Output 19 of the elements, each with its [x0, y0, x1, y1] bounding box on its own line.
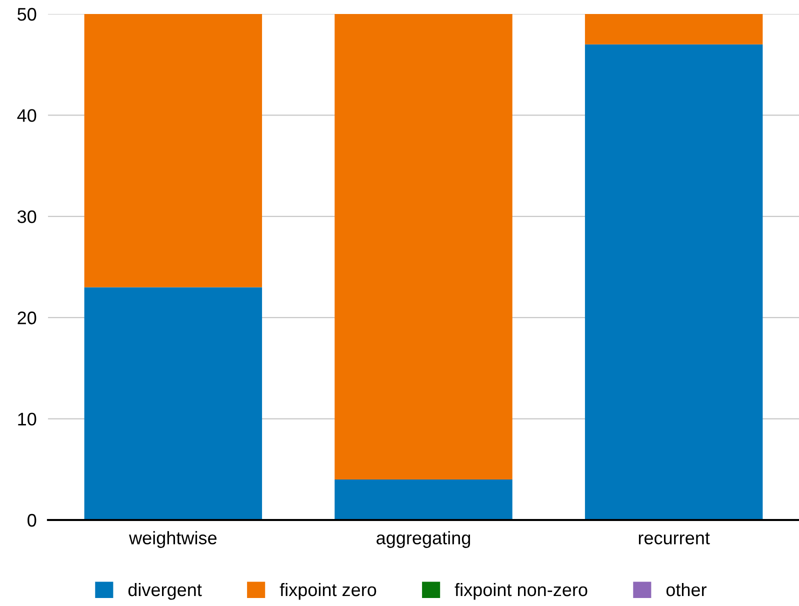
legend-label: fixpoint non-zero [454, 582, 588, 600]
y-tick-label: 0 [28, 514, 36, 527]
bar [584, 14, 763, 44]
legend-label: fixpoint zero [280, 582, 376, 600]
x-tick-label: recurrent [638, 532, 710, 544]
x-tick-label: weightwise [128, 531, 217, 548]
x-tick-label: aggregating [376, 531, 470, 548]
bar [334, 14, 512, 480]
y-tick-label: 30 [17, 210, 36, 224]
y-tick-label: 10 [18, 412, 36, 426]
bar [584, 44, 763, 520]
bar [84, 14, 262, 288]
y-tick-label: 20 [18, 312, 36, 324]
y-tick-label: 40 [17, 109, 36, 122]
legend-label: other [666, 582, 706, 596]
bar [334, 480, 512, 520]
legend-label: divergent [128, 582, 202, 600]
y-tick-label: 50 [18, 8, 36, 21]
bar [84, 287, 262, 520]
